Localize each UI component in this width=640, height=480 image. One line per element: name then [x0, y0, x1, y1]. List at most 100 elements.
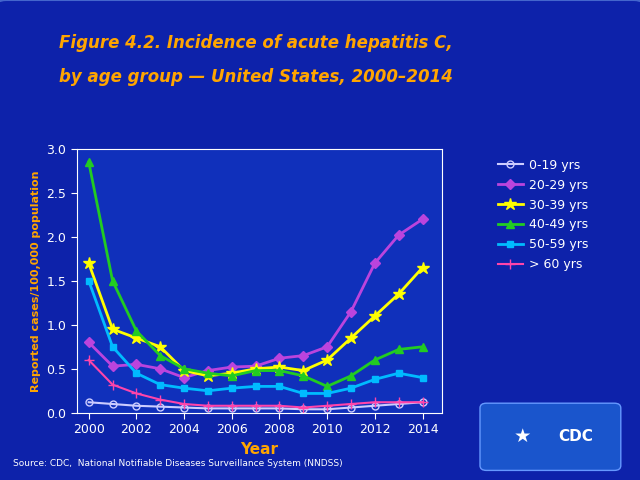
30-39 yrs: [252, 366, 259, 372]
20-29 yrs: [252, 363, 259, 369]
0-19 yrs: [300, 407, 307, 412]
> 60 yrs: [347, 401, 355, 407]
30-39 yrs: [228, 371, 236, 376]
40-49 yrs: [180, 366, 188, 372]
40-49 yrs: [323, 384, 331, 389]
0-19 yrs: [347, 405, 355, 410]
20-29 yrs: [85, 339, 93, 345]
30-39 yrs: [109, 326, 116, 332]
> 60 yrs: [204, 403, 212, 408]
20-29 yrs: [395, 232, 403, 238]
Line: 40-49 yrs: 40-49 yrs: [84, 158, 427, 391]
30-39 yrs: [300, 368, 307, 373]
40-49 yrs: [371, 357, 379, 363]
Legend: 0-19 yrs, 20-29 yrs, 30-39 yrs, 40-49 yrs, 50-59 yrs, > 60 yrs: 0-19 yrs, 20-29 yrs, 30-39 yrs, 40-49 yr…: [494, 155, 592, 275]
40-49 yrs: [85, 159, 93, 165]
20-29 yrs: [323, 344, 331, 349]
0-19 yrs: [180, 405, 188, 410]
0-19 yrs: [371, 403, 379, 408]
50-59 yrs: [347, 385, 355, 391]
40-49 yrs: [300, 373, 307, 379]
30-39 yrs: [323, 357, 331, 363]
Text: Source: CDC,  National Notifiable Diseases Surveillance System (NNDSS): Source: CDC, National Notifiable Disease…: [13, 459, 342, 468]
> 60 yrs: [323, 403, 331, 408]
50-59 yrs: [323, 391, 331, 396]
30-39 yrs: [180, 368, 188, 373]
0-19 yrs: [395, 401, 403, 407]
50-59 yrs: [276, 384, 284, 389]
20-29 yrs: [371, 260, 379, 266]
20-29 yrs: [132, 361, 140, 367]
> 60 yrs: [85, 357, 93, 363]
30-39 yrs: [347, 335, 355, 341]
40-49 yrs: [228, 373, 236, 379]
50-59 yrs: [371, 376, 379, 382]
> 60 yrs: [371, 399, 379, 405]
30-39 yrs: [85, 260, 93, 266]
50-59 yrs: [156, 382, 164, 387]
Line: 30-39 yrs: 30-39 yrs: [83, 257, 429, 382]
> 60 yrs: [156, 396, 164, 402]
> 60 yrs: [180, 401, 188, 407]
Line: 0-19 yrs: 0-19 yrs: [85, 399, 426, 413]
50-59 yrs: [132, 371, 140, 376]
30-39 yrs: [276, 364, 284, 370]
30-39 yrs: [132, 335, 140, 341]
30-39 yrs: [156, 344, 164, 349]
0-19 yrs: [252, 406, 259, 411]
40-49 yrs: [347, 373, 355, 379]
50-59 yrs: [180, 385, 188, 391]
30-39 yrs: [371, 313, 379, 319]
0-19 yrs: [228, 406, 236, 411]
50-59 yrs: [228, 385, 236, 391]
0-19 yrs: [109, 401, 116, 407]
Text: by age group — United States, 2000–2014: by age group — United States, 2000–2014: [59, 68, 453, 86]
50-59 yrs: [419, 375, 426, 381]
50-59 yrs: [85, 278, 93, 284]
> 60 yrs: [228, 403, 236, 408]
40-49 yrs: [204, 371, 212, 376]
> 60 yrs: [395, 399, 403, 405]
40-49 yrs: [156, 353, 164, 359]
> 60 yrs: [132, 391, 140, 396]
X-axis label: Year: Year: [240, 442, 278, 457]
50-59 yrs: [395, 371, 403, 376]
Text: CDC: CDC: [559, 429, 593, 444]
30-39 yrs: [204, 373, 212, 379]
20-29 yrs: [204, 368, 212, 373]
0-19 yrs: [419, 399, 426, 405]
> 60 yrs: [419, 399, 426, 405]
40-49 yrs: [132, 328, 140, 334]
50-59 yrs: [204, 388, 212, 394]
30-39 yrs: [395, 291, 403, 297]
50-59 yrs: [300, 391, 307, 396]
20-29 yrs: [276, 355, 284, 361]
40-49 yrs: [252, 368, 259, 373]
0-19 yrs: [323, 407, 331, 412]
0-19 yrs: [156, 404, 164, 409]
0-19 yrs: [204, 406, 212, 411]
20-29 yrs: [228, 364, 236, 370]
50-59 yrs: [252, 384, 259, 389]
> 60 yrs: [252, 403, 259, 408]
20-29 yrs: [419, 216, 426, 222]
> 60 yrs: [300, 405, 307, 410]
40-49 yrs: [419, 344, 426, 349]
Text: ★: ★: [513, 427, 531, 446]
0-19 yrs: [276, 406, 284, 411]
Line: 20-29 yrs: 20-29 yrs: [85, 216, 426, 381]
Y-axis label: Reported cases/100,000 population: Reported cases/100,000 population: [31, 170, 41, 392]
40-49 yrs: [276, 368, 284, 373]
30-39 yrs: [419, 264, 426, 270]
40-49 yrs: [109, 278, 116, 284]
40-49 yrs: [395, 347, 403, 352]
Text: Figure 4.2. Incidence of acute hepatitis C,: Figure 4.2. Incidence of acute hepatitis…: [59, 34, 453, 52]
> 60 yrs: [109, 382, 116, 387]
Line: > 60 yrs: > 60 yrs: [84, 355, 428, 412]
50-59 yrs: [109, 344, 116, 349]
20-29 yrs: [347, 309, 355, 314]
20-29 yrs: [180, 375, 188, 381]
20-29 yrs: [300, 353, 307, 359]
Line: 50-59 yrs: 50-59 yrs: [85, 277, 426, 397]
20-29 yrs: [109, 363, 116, 369]
